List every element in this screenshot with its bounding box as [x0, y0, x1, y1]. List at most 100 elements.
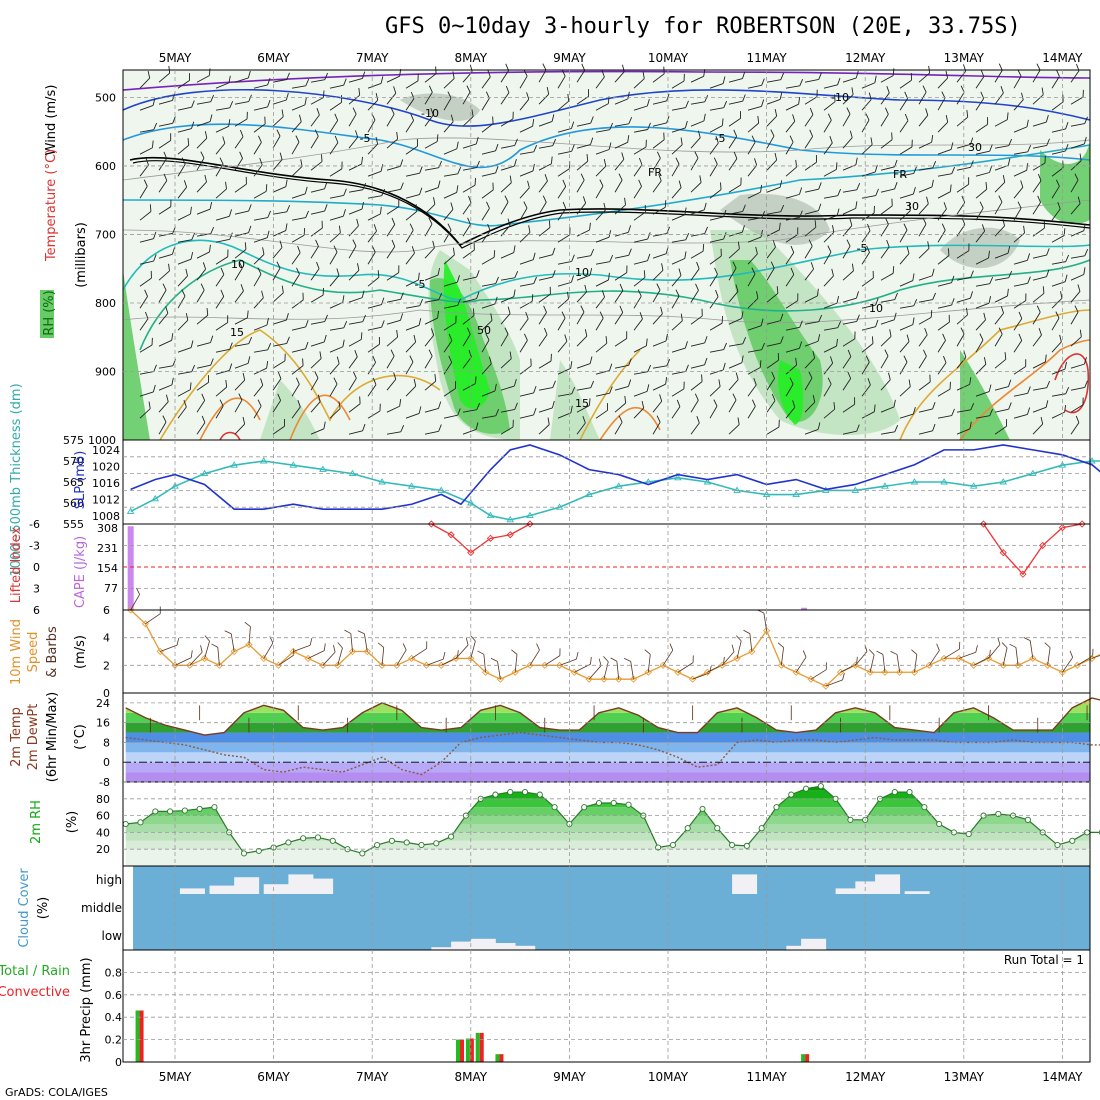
wind-barb: [975, 333, 984, 353]
wind-barb-feather: [873, 404, 876, 412]
wind-barb-feather: [678, 180, 682, 188]
wind-barb-feather: [588, 89, 590, 97]
wind-barb-staff: [272, 211, 287, 215]
wind-barb-feather: [886, 85, 890, 94]
surface-wind-barb: [890, 651, 901, 673]
wind-barb-staff: [253, 190, 267, 199]
wind-barb-staff: [196, 181, 207, 193]
cloud-bar-high: [875, 874, 901, 894]
wind-barb-feather: [286, 336, 290, 344]
wind-barb-feather: [855, 70, 859, 79]
wind-barb: [557, 201, 567, 221]
surface-wind-barb-feather: [590, 657, 592, 665]
wind-barb: [500, 138, 518, 149]
wind-barb: [1070, 380, 1088, 391]
wind-barb-feather: [715, 289, 719, 297]
wind-barb-staff: [196, 289, 205, 303]
rh-shaded-region: [960, 350, 1010, 440]
wind-barb-feather: [777, 352, 779, 361]
wind-barb: [652, 376, 668, 391]
wind-barb-feather: [988, 384, 992, 392]
wind-barb: [823, 320, 842, 331]
wind-barb-feather: [855, 291, 859, 299]
wind-barb: [975, 408, 994, 419]
wind-barb: [253, 378, 264, 397]
thickness-point: [999, 478, 1008, 485]
wind-barb-feather: [761, 99, 765, 107]
date-label-bottom: 6MAY: [257, 1070, 290, 1084]
wind-barb-staff: [139, 391, 154, 397]
wind-barb-feather: [1007, 158, 1011, 166]
wind-barb-staff: [633, 371, 648, 375]
wind-barb-feather: [1065, 254, 1069, 262]
surface-wind-barb-feather: [576, 651, 579, 660]
wind-barb-feather: [152, 98, 156, 106]
wind-barb-feather: [661, 263, 664, 271]
wind-barb: [804, 314, 823, 325]
wind-barb-feather: [683, 381, 685, 389]
wind-barb-staff: [690, 75, 704, 83]
wind-barb: [538, 380, 556, 391]
contour-label: 10: [231, 258, 245, 271]
wind-barb: [329, 78, 347, 89]
wind-barb: [937, 333, 946, 353]
wind-barb: [918, 65, 931, 83]
wind-barb-staff: [405, 172, 420, 177]
wind-barb: [215, 75, 231, 89]
rh-point: [1054, 841, 1061, 849]
wind-barb: [196, 393, 206, 413]
wind-speed-tick: 4: [103, 632, 110, 645]
upper-units-label: (millibars): [74, 222, 89, 288]
wind-barb-feather: [894, 182, 898, 190]
wind-barb-feather: [720, 182, 722, 190]
wind-barb-staff: [291, 193, 306, 199]
wind-barb-feather: [428, 85, 433, 93]
wind-barb-feather: [379, 403, 381, 411]
wind-barb-staff: [823, 251, 832, 265]
wind-barb: [747, 342, 766, 353]
wind-barb-feather: [390, 107, 395, 115]
rh-point: [802, 785, 810, 792]
wind-barb-feather: [333, 377, 338, 385]
wind-barb: [1070, 415, 1080, 435]
wind-barb-staff: [291, 141, 300, 155]
wind-barb-staff: [329, 232, 341, 243]
wind-barb: [519, 276, 537, 287]
surface-wind-barb-staff: [1062, 657, 1073, 673]
wind-barb: [272, 92, 289, 105]
wind-barb-staff: [272, 159, 283, 171]
wind-barb-staff: [766, 79, 781, 83]
wind-barb-staff: [937, 304, 952, 309]
wind-barb-staff: [462, 143, 477, 149]
wind-barb: [785, 293, 799, 309]
wind-barb-staff: [519, 340, 528, 353]
wind-barb-feather: [626, 331, 628, 339]
precip-unit-label: 3hr Precip (mm): [79, 957, 94, 1062]
wind-barb: [728, 372, 739, 391]
wind-barb-staff: [462, 298, 477, 303]
wind-barb: [500, 306, 511, 325]
thickness-point: [851, 486, 860, 493]
surface-wind-barb: [477, 650, 486, 673]
wind-barb-staff: [272, 116, 284, 127]
wind-barb: [538, 305, 547, 325]
wind-barb-staff: [956, 297, 971, 303]
wind-barb-feather: [646, 384, 650, 392]
wind-barb-feather: [721, 315, 724, 324]
surface-wind-barb-feather: [997, 637, 1001, 645]
wind-barb: [310, 181, 328, 193]
wind-barb-feather: [1082, 89, 1084, 98]
wind-barb: [253, 184, 268, 199]
wind-barb-staff: [842, 245, 851, 259]
wind-barb: [1051, 361, 1067, 375]
wind-barb-feather: [912, 273, 915, 281]
surface-wind-barb-staff: [721, 651, 735, 666]
surface-wind-barb-feather: [876, 650, 884, 655]
wind-barb-staff: [576, 311, 585, 325]
wind-barb-staff: [766, 378, 775, 391]
wind-barb-staff: [519, 392, 534, 397]
wind-barb-feather: [228, 119, 231, 127]
thickness-point: [1058, 461, 1067, 468]
wind-barb-feather: [305, 210, 309, 218]
surface-wind-barb-staff: [307, 650, 325, 659]
